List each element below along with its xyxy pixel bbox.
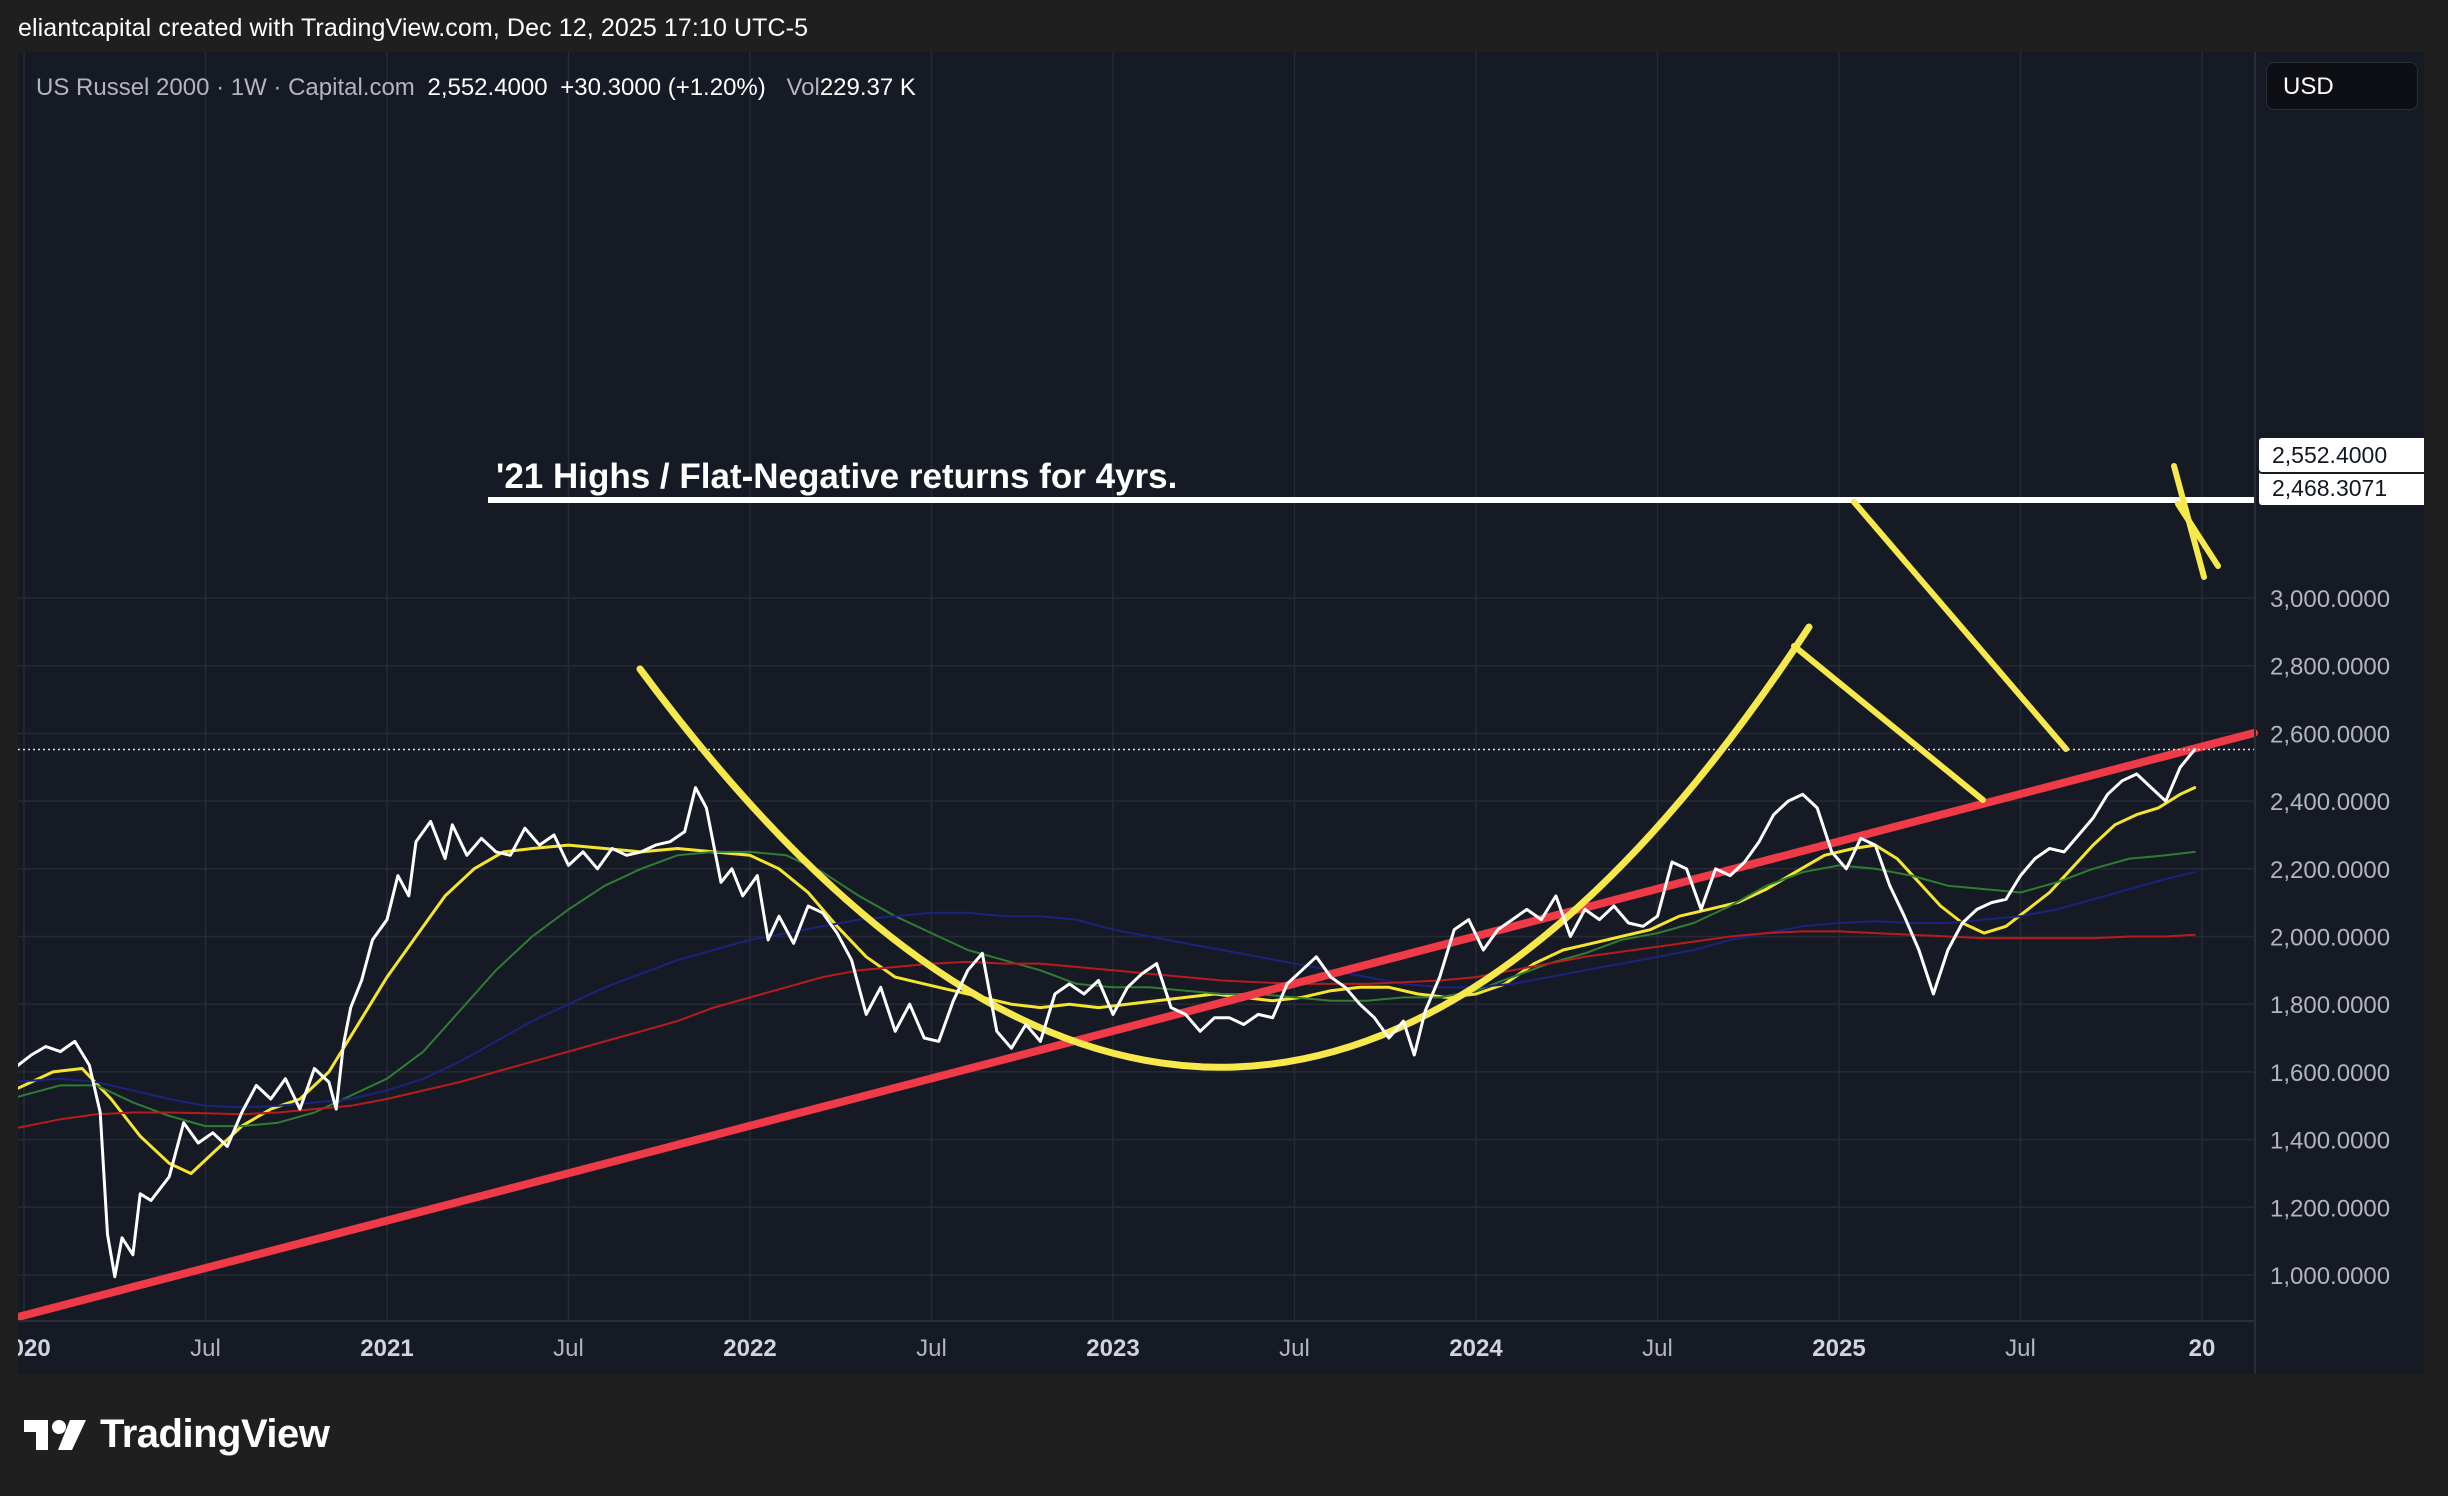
series-ma-yellow bbox=[18, 786, 2197, 1175]
flag-line-2[interactable] bbox=[2175, 501, 2221, 569]
moving-averages bbox=[18, 786, 2197, 1175]
last-price-tag: 2,468.3071 bbox=[2257, 469, 2424, 507]
y-tick-label: 2,800.0000 bbox=[2270, 654, 2390, 681]
series-ma-red bbox=[18, 930, 2196, 1129]
channel-line-lower[interactable] bbox=[1791, 643, 1986, 803]
x-tick-label: Jul bbox=[190, 1335, 221, 1362]
symbol-legend[interactable]: US Russel 2000 · 1W · Capital.com 2,552.… bbox=[36, 74, 916, 102]
level-price-label: 2,468.3071 bbox=[2272, 475, 2387, 501]
price-chart[interactable]: '21 Highs / Flat-Negative returns for 4y… bbox=[18, 52, 2424, 1374]
y-tick-label: 3,000.0000 bbox=[2270, 586, 2390, 613]
volume-value: 229.37 K bbox=[819, 74, 916, 101]
chart-credit: eliantcapital created with TradingView.c… bbox=[18, 14, 809, 42]
tradingview-logo-icon bbox=[24, 1419, 86, 1450]
channel-line-upper[interactable] bbox=[1851, 499, 2069, 752]
x-tick-label: 2022 bbox=[723, 1335, 776, 1362]
series-ma-blue bbox=[18, 871, 2196, 1109]
red-trendline[interactable] bbox=[18, 729, 2258, 1321]
drawings bbox=[18, 463, 2258, 1321]
x-tick-label: Jul bbox=[1279, 1335, 1310, 1362]
x-tick-label: 2023 bbox=[1086, 1335, 1139, 1362]
current-price-label: 2,552.4000 bbox=[2272, 442, 2387, 468]
y-tick-label: 1,600.0000 bbox=[2270, 1060, 2390, 1087]
series-ma-green bbox=[18, 850, 2196, 1128]
chart-area[interactable]: '21 Highs / Flat-Negative returns for 4y… bbox=[18, 52, 2424, 1374]
y-tick-label: 1,000.0000 bbox=[2270, 1263, 2390, 1290]
x-tick-label: 20 bbox=[2189, 1335, 2216, 1362]
x-tick-label: Jul bbox=[916, 1335, 947, 1362]
x-tick-label: Jul bbox=[2005, 1335, 2036, 1362]
x-tick-label: 2024 bbox=[1449, 1335, 1503, 1362]
y-tick-label: 2,600.0000 bbox=[2270, 721, 2390, 748]
y-tick-label: 2,200.0000 bbox=[2270, 857, 2390, 884]
annotation-text[interactable]: '21 Highs / Flat-Negative returns for 4y… bbox=[496, 457, 1177, 496]
price-series bbox=[18, 748, 2197, 1279]
last-price-value: 2,552.4000 bbox=[427, 74, 548, 101]
x-tick-label: 2025 bbox=[1812, 1335, 1865, 1362]
currency-button[interactable]: USD bbox=[2266, 62, 2418, 110]
current-price-tag: 2,552.4000 bbox=[2257, 436, 2424, 474]
series-price bbox=[18, 748, 2197, 1279]
x-tick-label: 2021 bbox=[360, 1335, 413, 1362]
axis-separator-bottom bbox=[18, 1320, 2256, 1322]
x-tick-label: Jul bbox=[1642, 1335, 1673, 1362]
volume-label: Vol bbox=[786, 74, 820, 101]
price-axis[interactable]: 1,000.0000 1,200.0000 1,400.0000 1,600.0000… bbox=[2270, 586, 2390, 1290]
axis-separator-right bbox=[2254, 52, 2256, 1374]
y-tick-label: 1,800.0000 bbox=[2270, 992, 2390, 1019]
x-tick-label: 2020 bbox=[18, 1335, 51, 1362]
grid-lines bbox=[18, 52, 2254, 1320]
price-change-value: +30.3000 (+1.20%) bbox=[560, 74, 766, 101]
footer-brand: TradingView bbox=[100, 1412, 330, 1456]
symbol-name[interactable]: US Russel 2000 · 1W · Capital.com bbox=[36, 74, 415, 101]
y-tick-label: 1,400.0000 bbox=[2270, 1128, 2390, 1155]
cup-arc[interactable] bbox=[636, 623, 1813, 1071]
tradingview-logo[interactable]: TradingView bbox=[22, 1412, 330, 1457]
y-tick-label: 2,000.0000 bbox=[2270, 925, 2390, 952]
y-tick-label: 1,200.0000 bbox=[2270, 1195, 2390, 1222]
time-axis[interactable]: 2020 Jul 2021 Jul 2022 Jul 2023 Jul 2024 Jul 2025 J… bbox=[18, 1335, 2215, 1362]
y-tick-label: 2,400.0000 bbox=[2270, 789, 2390, 816]
x-tick-label: Jul bbox=[553, 1335, 584, 1362]
